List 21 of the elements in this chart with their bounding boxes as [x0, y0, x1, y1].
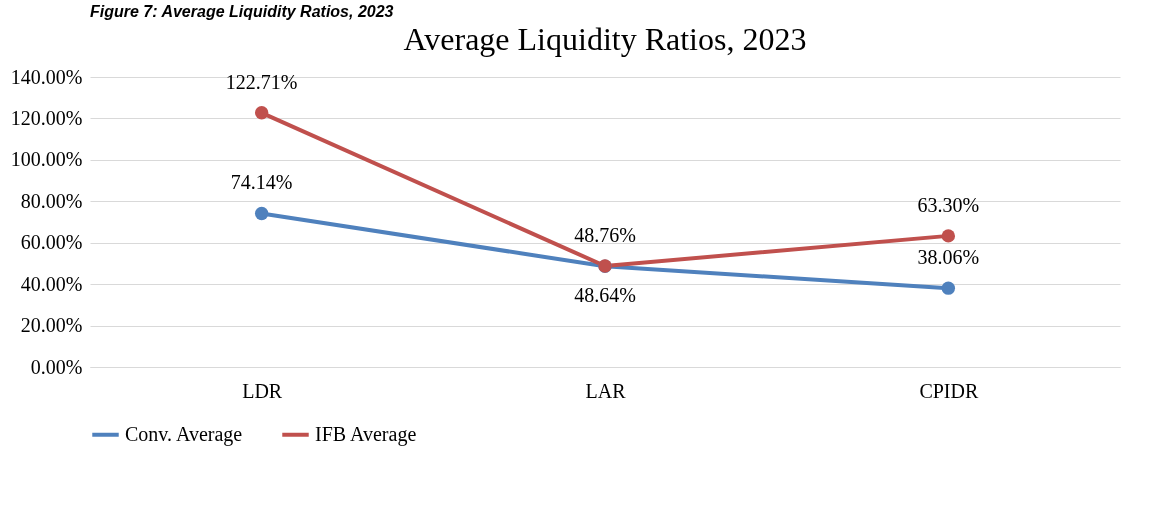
data-label: 122.71% — [225, 70, 298, 93]
legend-label: Conv. Average — [125, 422, 243, 446]
y-tick-label: 120.00% — [10, 106, 83, 129]
data-label: 63.30% — [917, 193, 980, 216]
y-tick-label: 60.00% — [20, 231, 83, 254]
data-label: 48.64% — [574, 284, 636, 307]
data-label: 48.76% — [574, 224, 636, 246]
x-tick-label: CPIDR — [919, 379, 979, 402]
y-tick-label: 100.00% — [10, 148, 83, 171]
chart-title: Average Liquidity Ratios, 2023 — [403, 21, 807, 57]
y-tick-label: 80.00% — [20, 189, 83, 212]
x-tick-label: LAR — [585, 379, 627, 402]
legend-label: IFB Average — [315, 422, 417, 446]
caption: Figure 7: Average Liquidity Ratios, 2023 — [90, 3, 394, 20]
x-tick-label: LDR — [242, 379, 283, 402]
y-tick-label: 140.00% — [10, 65, 83, 88]
data-label: 38.06% — [917, 246, 980, 269]
y-tick-label: 20.00% — [20, 314, 83, 337]
data-label: 74.14% — [230, 171, 293, 194]
y-tick-label: 0.00% — [30, 355, 83, 378]
y-tick-label: 40.00% — [20, 272, 83, 295]
